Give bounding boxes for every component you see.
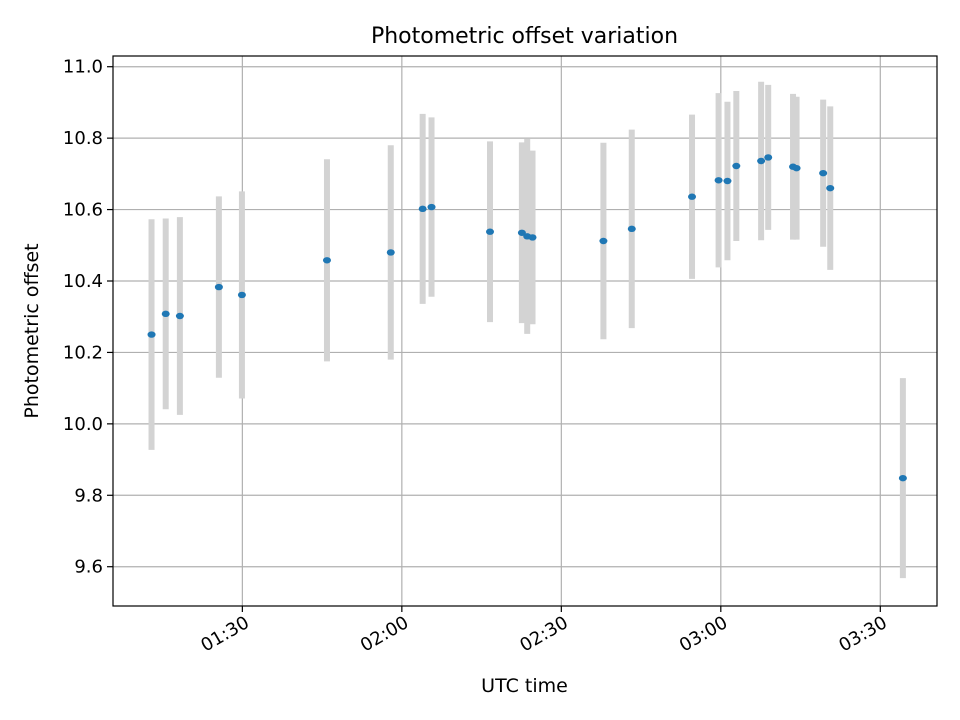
y-axis-label: Photometric offset	[21, 243, 43, 418]
data-point	[147, 331, 156, 338]
x-tick-label: 02:30	[516, 612, 571, 656]
y-tick-label: 11.0	[63, 57, 103, 78]
data-point	[214, 283, 223, 291]
data-point	[757, 157, 766, 165]
data-point	[723, 177, 732, 185]
y-tick-label: 9.6	[74, 557, 103, 578]
data-point	[427, 203, 436, 211]
y-tick-label: 9.8	[74, 485, 103, 506]
data-point	[486, 228, 495, 235]
data-point	[688, 193, 697, 200]
data-point	[826, 184, 835, 192]
data-point	[175, 312, 184, 320]
data-point	[792, 164, 801, 172]
data-points	[147, 154, 907, 482]
grid	[113, 56, 937, 606]
data-point	[599, 237, 608, 245]
x-axis-label: UTC time	[481, 675, 568, 697]
data-point	[898, 474, 907, 482]
data-point	[237, 291, 246, 299]
data-point	[517, 229, 526, 236]
x-tick-label: 03:00	[676, 612, 731, 656]
x-tick-label: 03:30	[835, 612, 890, 656]
plot-area-frame	[112, 55, 938, 607]
data-point	[627, 225, 636, 233]
y-axis-ticks: 9.6 9.8 10.0 10.2 10.4 10.6 10.8 11.0	[63, 57, 113, 578]
data-point	[714, 177, 723, 184]
y-tick-label: 10.6	[63, 200, 103, 221]
data-point	[418, 205, 427, 213]
data-point	[161, 310, 170, 318]
data-point	[732, 162, 741, 170]
chart-title: Photometric offset variation	[371, 24, 678, 49]
y-tick-label: 10.4	[63, 271, 103, 292]
error-bars	[148, 81, 906, 579]
x-tick-label: 01:30	[197, 612, 252, 656]
data-point	[764, 154, 773, 161]
data-point	[819, 169, 828, 177]
data-point	[322, 257, 331, 264]
y-tick-label: 10.8	[63, 128, 103, 149]
y-tick-label: 10.0	[63, 414, 103, 435]
y-tick-label: 10.2	[63, 342, 103, 363]
x-tick-label: 02:00	[357, 612, 412, 656]
data-point	[528, 234, 537, 241]
data-point	[386, 249, 395, 256]
x-axis-ticks: 01:30 02:00 02:30 03:00 03:30	[197, 606, 891, 656]
